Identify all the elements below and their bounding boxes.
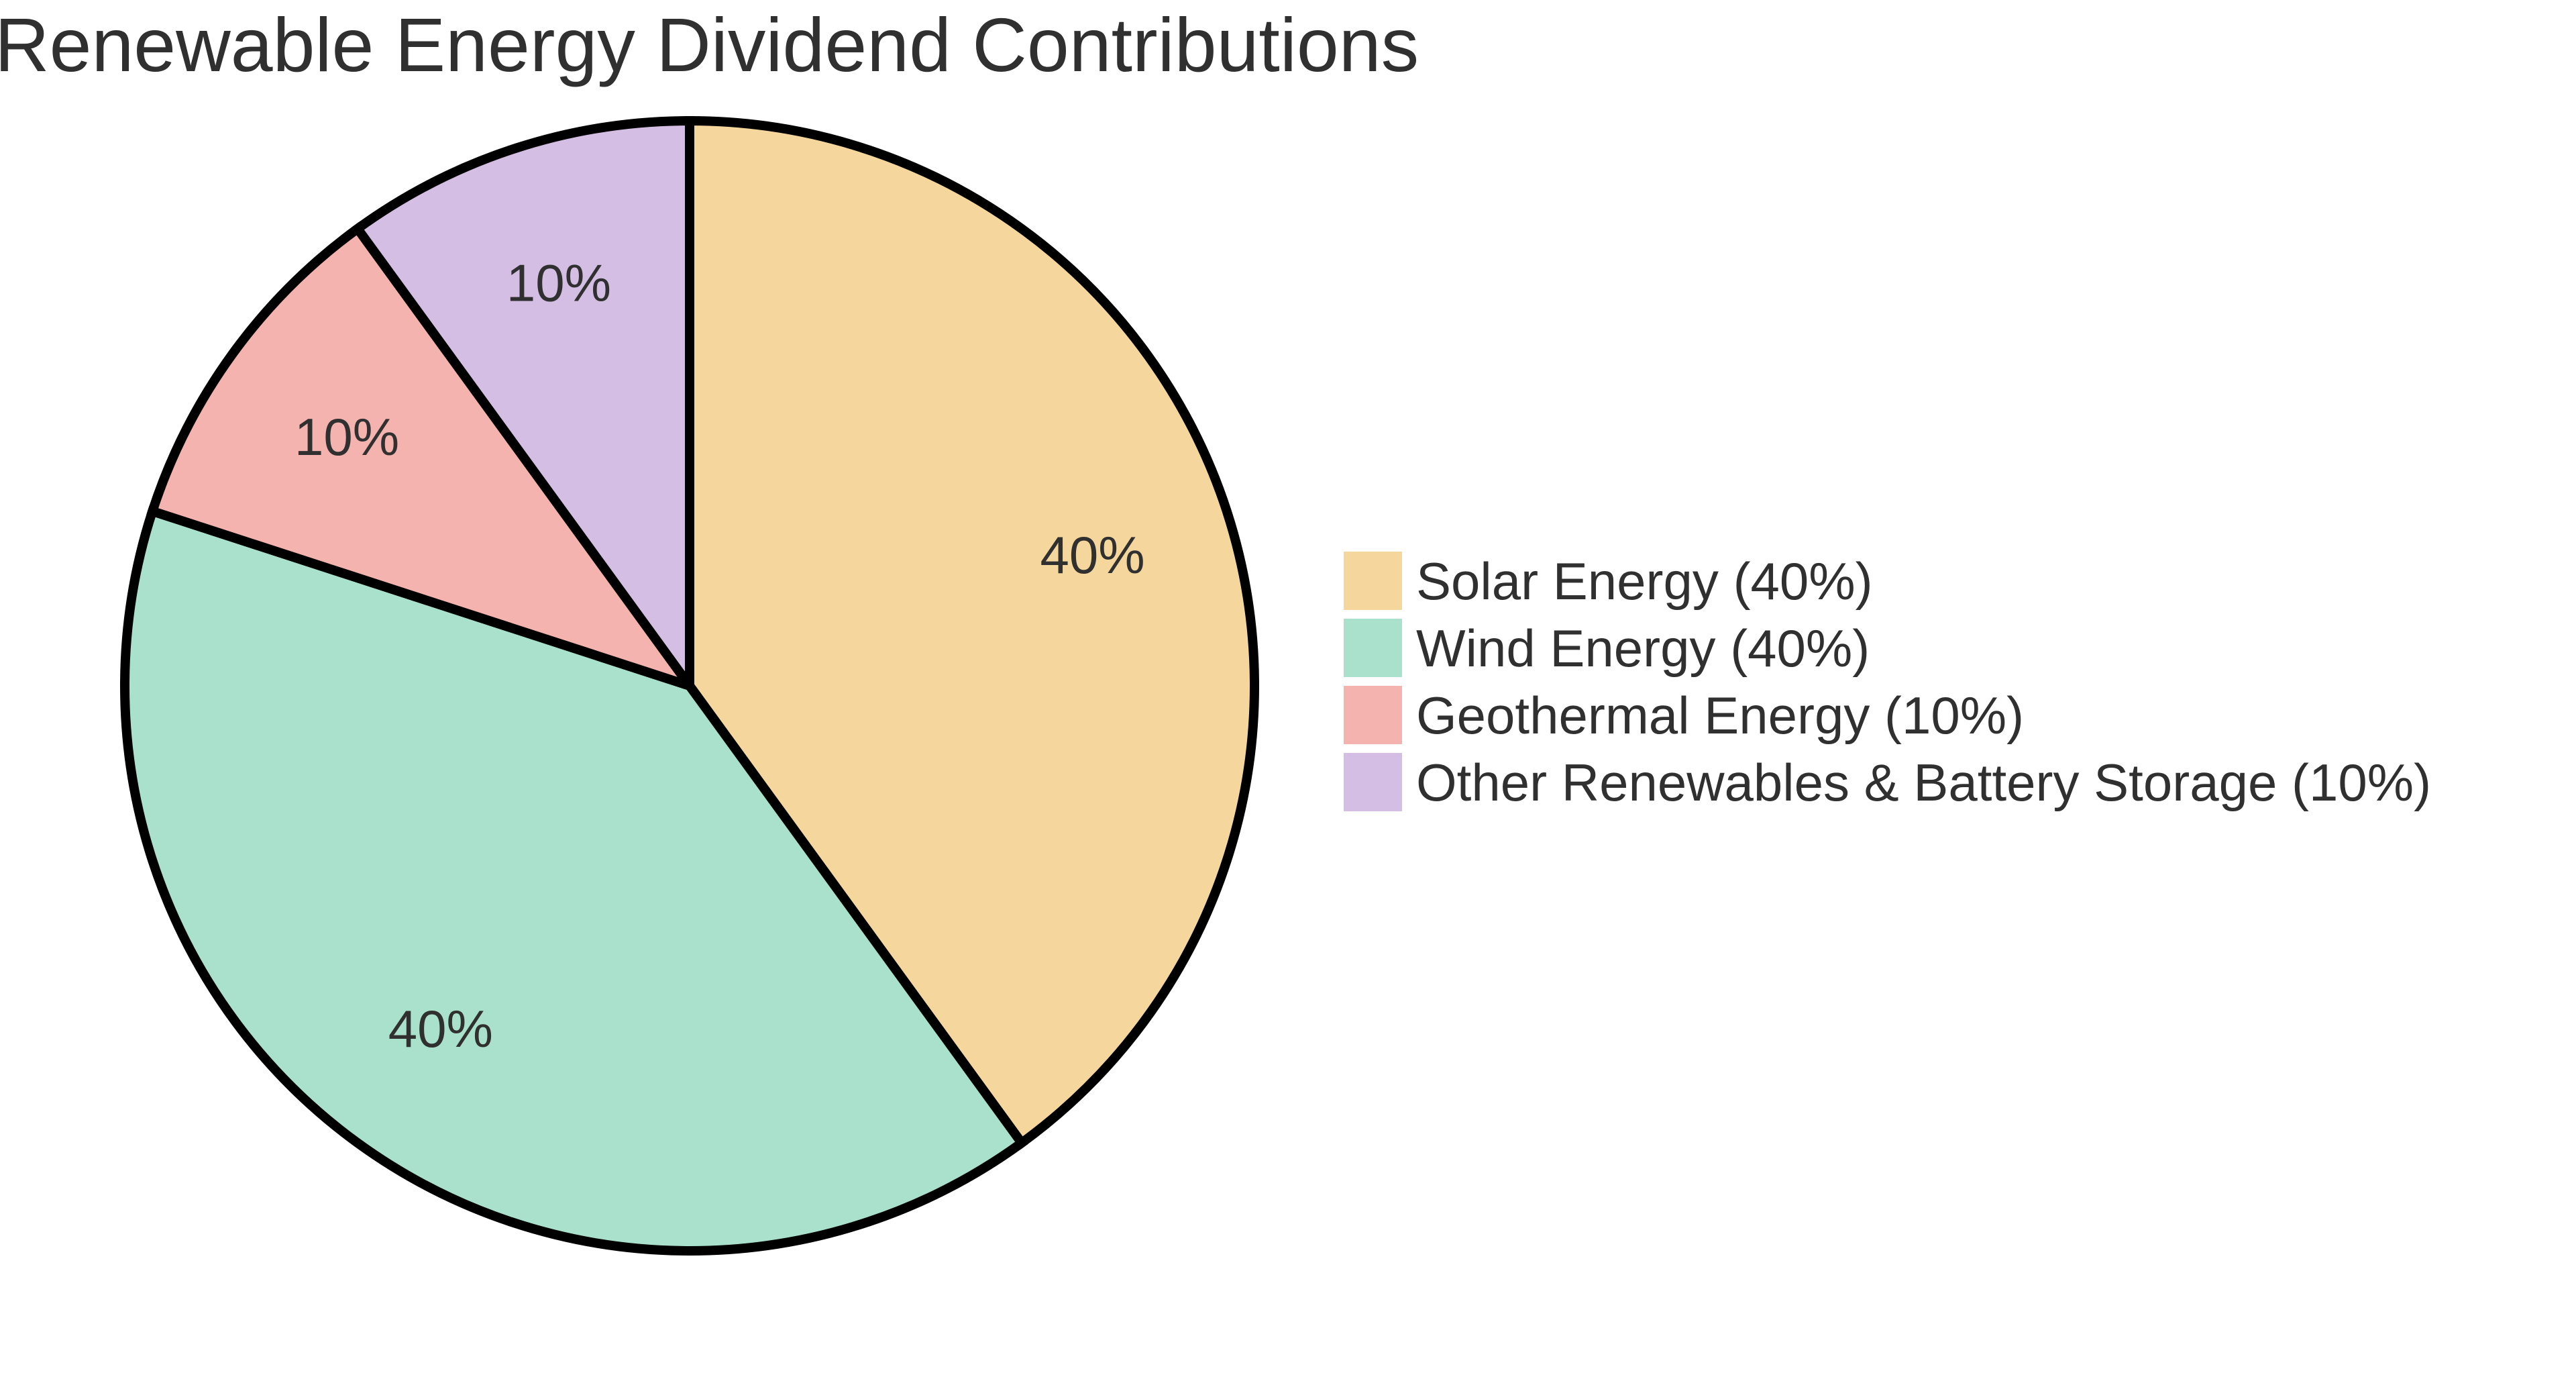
legend-label-other-renewables-battery-storage: Other Renewables & Battery Storage (10%) xyxy=(1416,752,2432,812)
pie-slice-solar-energy xyxy=(685,115,1260,1150)
legend-label-geothermal-energy: Geothermal Energy (10%) xyxy=(1416,685,2025,745)
pie-percent-label-geothermal-energy: 10% xyxy=(294,407,399,466)
legend-item-geothermal-energy: Geothermal Energy (10%) xyxy=(1344,686,2431,744)
pie-slice-other-renewables-battery-storage xyxy=(351,115,694,701)
legend-swatch-other-renewables-battery-storage xyxy=(1344,753,1402,811)
legend-item-solar-energy: Solar Energy (40%) xyxy=(1344,552,2431,610)
pie-percent-label-solar-energy: 40% xyxy=(1040,525,1145,584)
chart-title: Renewable Energy Dividend Contributions xyxy=(0,3,1419,87)
pie-percent-label-other-renewables-battery-storage: 10% xyxy=(506,253,611,312)
pie-percent-label-wind-energy: 40% xyxy=(388,999,493,1058)
legend-item-wind-energy: Wind Energy (40%) xyxy=(1344,619,2431,677)
legend: Solar Energy (40%) Wind Energy (40%) Geoth… xyxy=(1344,552,2431,820)
pie-slice-wind-energy xyxy=(120,505,1028,1256)
legend-label-wind-energy: Wind Energy (40%) xyxy=(1416,618,1870,678)
legend-label-solar-energy: Solar Energy (40%) xyxy=(1416,551,1873,611)
legend-swatch-geothermal-energy xyxy=(1344,686,1402,744)
legend-item-other-renewables-battery-storage: Other Renewables & Battery Storage (10%) xyxy=(1344,753,2431,811)
pie-slice-geothermal-energy xyxy=(146,222,702,695)
legend-swatch-wind-energy xyxy=(1344,619,1402,677)
legend-swatch-solar-energy xyxy=(1344,552,1402,610)
